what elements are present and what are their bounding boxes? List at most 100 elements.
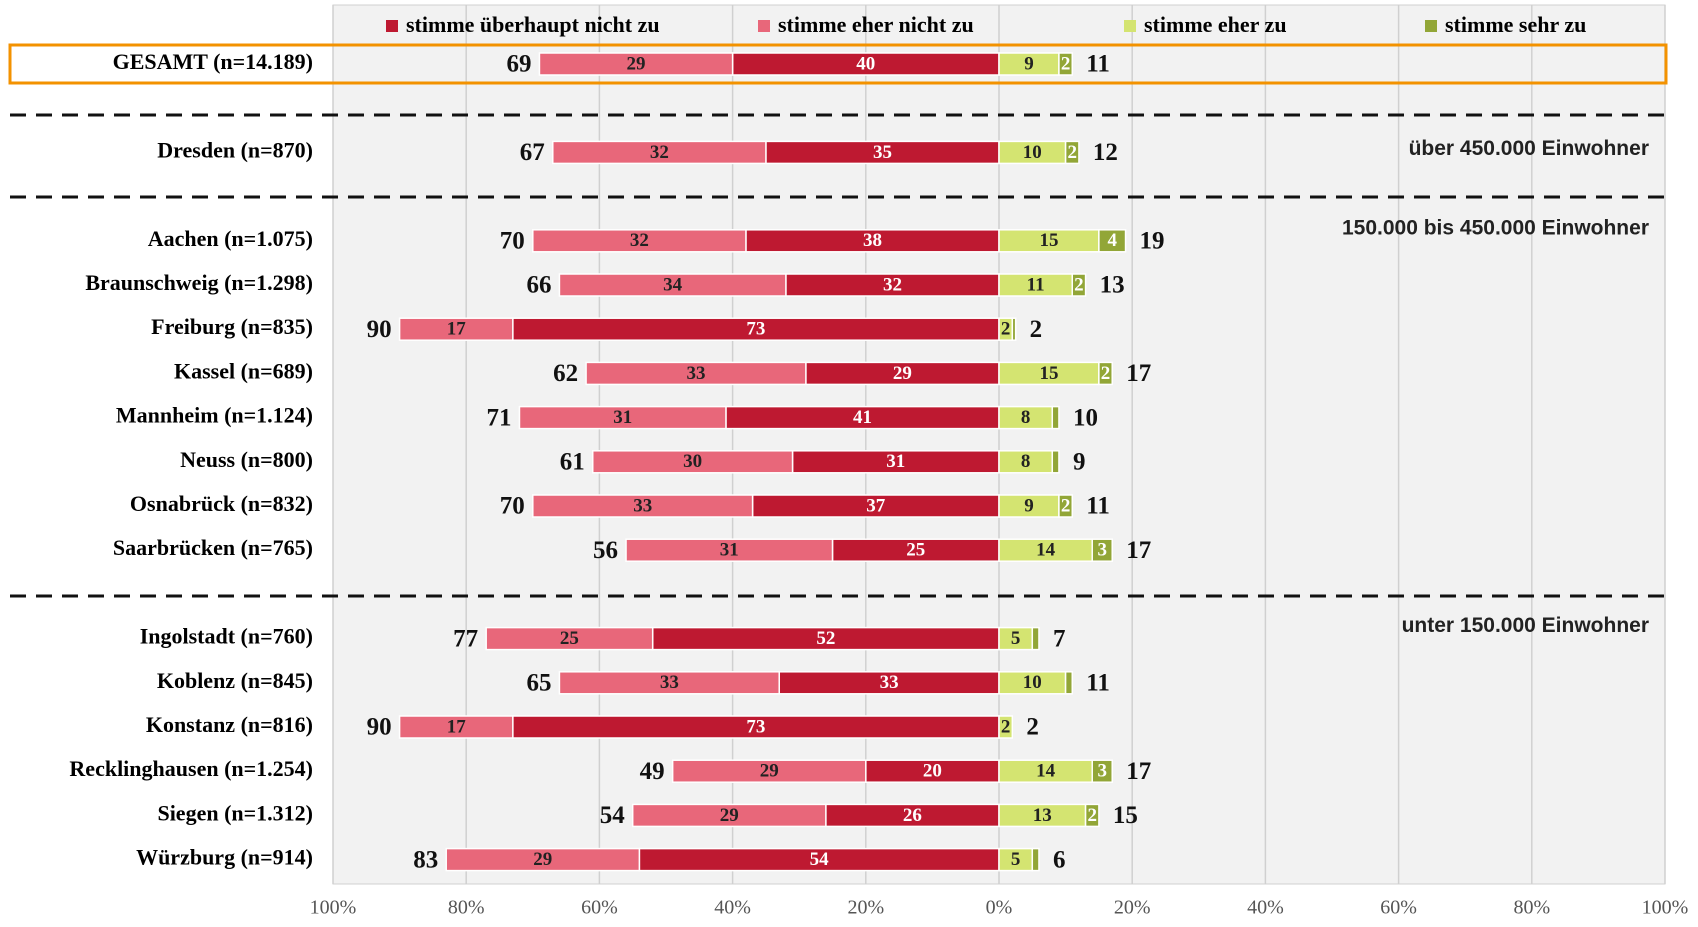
segment-label: 8	[1021, 451, 1031, 472]
bar-segment	[398, 715, 514, 739]
x-tick-label: 40%	[714, 897, 751, 919]
segment-label: 8	[1021, 407, 1031, 428]
legend-swatch	[386, 20, 398, 32]
total-label: 61	[560, 449, 585, 476]
bar-segment	[532, 229, 747, 253]
total-label: 65	[526, 670, 551, 697]
segment-label: 73	[746, 319, 765, 340]
segment-label: 2	[1101, 363, 1111, 384]
segment-label: 4	[1107, 230, 1117, 251]
bar-segment	[1064, 671, 1074, 695]
bar-segment	[398, 317, 514, 341]
bar-segment	[552, 140, 767, 165]
segment-label: 2	[1001, 716, 1011, 737]
segment-label: 40	[856, 53, 875, 74]
segment-label: 17	[447, 716, 467, 737]
segment-label: 2	[1061, 495, 1071, 516]
total-label: 49	[640, 758, 665, 785]
bar-segment	[1058, 494, 1074, 518]
total-label: 7	[1053, 625, 1066, 652]
total-label: 56	[593, 537, 618, 564]
segment-label: 29	[720, 805, 739, 826]
segment-label: 33	[686, 363, 705, 384]
segment-label: 32	[630, 230, 649, 251]
total-label: 17	[1126, 537, 1151, 564]
bar-segment	[1064, 140, 1080, 165]
segment-label: 2	[1061, 53, 1071, 74]
total-label: 66	[526, 272, 551, 299]
segment-label: 33	[660, 672, 679, 693]
segment-label: 33	[633, 495, 652, 516]
legend-swatch	[1124, 20, 1136, 32]
segment-label: 3	[1097, 540, 1107, 561]
category-label: Aachen (n=1.075)	[148, 226, 313, 251]
segment-label: 14	[1036, 540, 1056, 561]
segment-label: 5	[1011, 628, 1021, 649]
segment-label: 20	[923, 761, 942, 782]
segment-label: 31	[886, 451, 905, 472]
bar-segment	[518, 405, 727, 430]
segment-label: 14	[1036, 761, 1056, 782]
bar-segment	[631, 803, 827, 828]
bar-segment	[1031, 626, 1040, 651]
segment-label: 2	[1087, 805, 1097, 826]
segment-label: 31	[613, 407, 632, 428]
bar-segment	[1098, 361, 1113, 386]
segment-label: 3	[1097, 761, 1107, 782]
bar-segment	[532, 494, 754, 518]
group-annotation: über 450.000 Einwohner	[1409, 137, 1649, 160]
total-label: 11	[1086, 493, 1110, 520]
bar-segment	[1011, 317, 1017, 341]
segment-label: 29	[627, 53, 646, 74]
segment-label: 11	[1027, 274, 1045, 295]
segment-label: 2	[1074, 274, 1084, 295]
segment-label: 15	[1039, 363, 1058, 384]
x-tick-label: 80%	[1513, 897, 1550, 919]
segment-label: 29	[533, 849, 552, 870]
category-label: Braunschweig (n=1.298)	[85, 270, 313, 295]
segment-label: 32	[650, 142, 669, 163]
category-label: Siegen (n=1.312)	[157, 800, 313, 825]
bar-segment	[1091, 759, 1113, 783]
total-label: 15	[1113, 802, 1138, 829]
category-label: Kassel (n=689)	[174, 358, 313, 383]
segment-label: 29	[893, 363, 912, 384]
segment-label: 10	[1023, 672, 1042, 693]
category-label: Koblenz (n=845)	[157, 668, 313, 693]
bar-segment	[625, 538, 834, 562]
x-tick-label: 40%	[1247, 897, 1284, 919]
total-label: 90	[367, 316, 392, 343]
x-tick-label: 80%	[448, 897, 485, 919]
total-label: 12	[1093, 139, 1118, 166]
total-label: 2	[1026, 714, 1039, 741]
total-label: 17	[1126, 758, 1151, 785]
category-label: Freiburg (n=835)	[151, 314, 313, 339]
segment-label: 73	[746, 716, 765, 737]
category-label: Würzburg (n=914)	[136, 845, 313, 870]
segment-label: 52	[816, 628, 835, 649]
total-label: 9	[1073, 449, 1086, 476]
bar-segment	[1051, 405, 1060, 430]
bar-segment	[445, 847, 641, 872]
bar-segment	[671, 759, 867, 783]
bar-segment	[1098, 229, 1127, 253]
bar-segment	[558, 671, 780, 695]
total-label: 6	[1053, 846, 1066, 873]
bar-segment	[585, 361, 807, 386]
legend-label: stimme eher nicht zu	[778, 12, 974, 37]
segment-label: 31	[720, 540, 739, 561]
total-label: 70	[500, 228, 525, 255]
segment-label: 2	[1001, 319, 1011, 340]
segment-label: 41	[853, 407, 872, 428]
group-annotation: 150.000 bis 450.000 Einwohner	[1342, 216, 1649, 239]
total-label: 10	[1073, 404, 1098, 431]
segment-label: 15	[1039, 230, 1058, 251]
x-tick-label: 100%	[1642, 897, 1689, 919]
bar-segment	[1091, 538, 1113, 562]
segment-label: 37	[866, 495, 886, 516]
segment-label: 2	[1068, 142, 1078, 163]
total-label: 13	[1100, 272, 1125, 299]
legend-label: stimme sehr zu	[1445, 12, 1586, 37]
legend-label: stimme überhaupt nicht zu	[406, 12, 660, 37]
